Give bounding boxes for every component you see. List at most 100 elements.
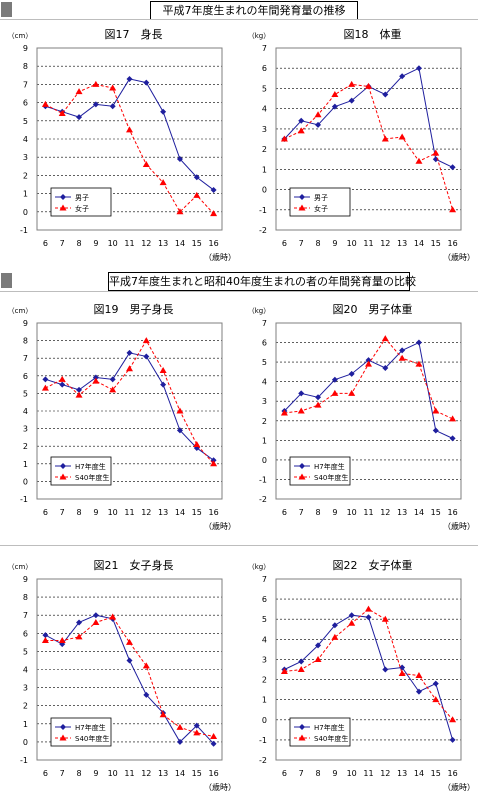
data-point	[314, 111, 322, 118]
data-point	[314, 401, 322, 408]
x-tick-label: 15	[431, 769, 441, 778]
x-axis-label: （歳時）	[204, 252, 236, 262]
gridlines	[37, 596, 222, 743]
data-point	[143, 691, 150, 698]
data-point	[449, 415, 457, 422]
legend-label: 男子	[75, 194, 89, 202]
data-point	[398, 670, 406, 677]
y-tick-label: 7	[23, 80, 28, 89]
data-point	[210, 210, 218, 217]
x-tick-label: 14	[175, 769, 185, 778]
x-tick-label: 9	[93, 769, 98, 778]
y-tick-label: -2	[259, 756, 267, 765]
legend-label: 女子	[75, 204, 89, 213]
y-tick-label: 0	[23, 738, 28, 747]
legend-label: 男子	[314, 194, 328, 202]
data-point	[41, 384, 49, 391]
y-unit-label: （cm）	[8, 563, 33, 571]
data-point	[399, 664, 406, 671]
series-a	[281, 612, 456, 743]
x-tick-label: 15	[192, 508, 202, 517]
x-tick-label: 10	[347, 239, 357, 248]
y-tick-label: 5	[23, 117, 28, 126]
y-tick-label: 3	[23, 425, 28, 434]
data-point	[92, 612, 99, 619]
y-tick-label: 5	[23, 389, 28, 398]
legend-box	[50, 717, 112, 747]
y-tick-label: 2	[262, 417, 267, 426]
x-tick-label: 10	[347, 508, 357, 517]
data-point	[176, 723, 184, 730]
series-a	[281, 65, 456, 171]
data-point	[210, 740, 217, 747]
x-tick-label: 12	[380, 239, 390, 248]
x-tick-label: 14	[414, 239, 424, 248]
data-point	[75, 88, 83, 95]
legend-marker	[60, 194, 66, 200]
data-point	[432, 407, 440, 414]
data-point	[348, 389, 356, 396]
data-point	[142, 160, 150, 167]
x-tick-label: 11	[363, 239, 373, 248]
data-point	[143, 79, 150, 86]
legend-label: S40年度生	[75, 734, 109, 743]
plot-frame	[36, 47, 223, 231]
data-point	[331, 389, 339, 396]
y-tick-label: 2	[262, 676, 267, 685]
data-point	[398, 133, 406, 140]
data-point	[109, 103, 116, 110]
data-point	[92, 618, 100, 625]
legend-label: S40年度生	[314, 473, 348, 482]
data-point	[210, 460, 218, 467]
data-point	[331, 633, 339, 640]
legend-box	[50, 456, 112, 486]
data-point	[41, 637, 49, 644]
data-point	[126, 75, 133, 82]
plot-frame	[36, 322, 223, 500]
y-unit-label: （cm）	[8, 307, 33, 315]
data-point	[280, 135, 288, 142]
series-b	[280, 335, 457, 422]
gridlines	[37, 65, 222, 213]
data-point	[449, 206, 457, 213]
data-point	[331, 103, 338, 110]
data-point	[449, 736, 456, 743]
data-point	[76, 386, 83, 393]
y-tick-label: 4	[262, 378, 267, 387]
y-tick-label: 2	[23, 702, 28, 711]
x-tick-label: 9	[332, 508, 337, 517]
x-tick-label: 15	[192, 769, 202, 778]
data-point	[381, 135, 389, 142]
data-point	[58, 110, 66, 117]
legend-marker	[298, 204, 306, 211]
y-tick-label: 3	[23, 684, 28, 693]
y-tick-label: 4	[23, 407, 28, 416]
data-point	[432, 427, 439, 434]
x-tick-label: 6	[43, 239, 48, 248]
section-marker	[1, 2, 12, 17]
x-tick-label: 13	[158, 508, 168, 517]
series-a	[281, 339, 456, 442]
data-point	[176, 208, 184, 215]
y-tick-label: 4	[262, 105, 267, 114]
section-title: 平成7年度生まれと昭和40年度生まれの者の年間発育量の比較	[108, 272, 416, 291]
y-tick-label: 4	[23, 135, 28, 144]
data-point	[176, 427, 183, 434]
legend-label: S40年度生	[314, 734, 348, 743]
x-tick-label: 6	[43, 769, 48, 778]
legend-marker	[298, 473, 306, 480]
x-tick-label: 13	[397, 769, 407, 778]
x-tick-label: 16	[447, 508, 457, 517]
x-tick-label: 6	[43, 508, 48, 517]
data-point	[193, 729, 201, 736]
data-point	[348, 612, 355, 619]
legend-label: H7年度生	[75, 723, 106, 732]
x-tick-label: 13	[397, 239, 407, 248]
y-tick-label: 0	[262, 186, 267, 195]
data-point	[42, 376, 49, 383]
legend-box	[289, 456, 351, 486]
data-point	[415, 339, 422, 346]
